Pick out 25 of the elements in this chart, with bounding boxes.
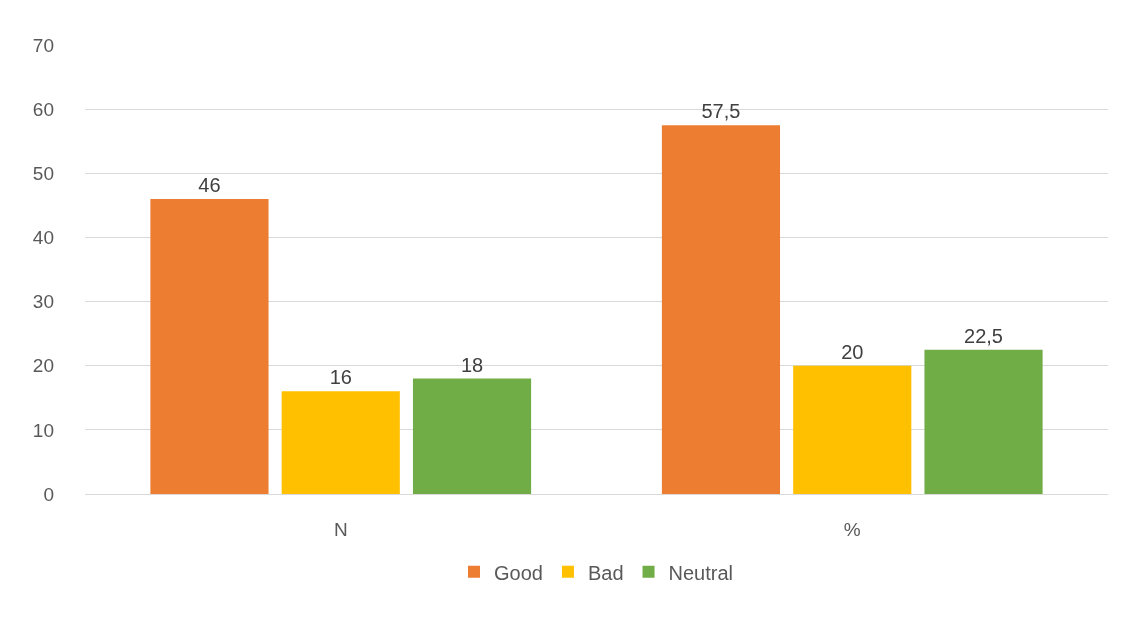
data-label: 16 bbox=[329, 366, 352, 389]
y-tick-label: 0 bbox=[43, 483, 54, 505]
data-label: 22,5 bbox=[964, 324, 1003, 347]
y-tick-label: 50 bbox=[32, 162, 54, 184]
data-label: 18 bbox=[460, 353, 484, 376]
y-tick-label: 20 bbox=[32, 355, 54, 377]
bar bbox=[281, 391, 400, 494]
bar bbox=[661, 125, 781, 494]
x-tick-label: N bbox=[333, 518, 348, 540]
data-label: 20 bbox=[841, 340, 864, 363]
legend-label: Good bbox=[494, 561, 543, 584]
legend-label: Bad bbox=[587, 561, 624, 584]
bar bbox=[793, 365, 912, 494]
y-tick-label: 60 bbox=[32, 98, 54, 120]
data-label: 46 bbox=[198, 173, 221, 196]
y-tick-label: 30 bbox=[32, 291, 54, 313]
x-tick-label: % bbox=[843, 518, 861, 540]
y-tick-label: 40 bbox=[32, 227, 54, 249]
legend-label: Neutral bbox=[668, 561, 734, 584]
bar bbox=[412, 378, 532, 494]
bar bbox=[150, 198, 269, 494]
bar bbox=[924, 349, 1043, 494]
data-label: 57,5 bbox=[701, 100, 741, 123]
y-tick-label: 70 bbox=[32, 34, 54, 56]
y-tick-label: 10 bbox=[32, 419, 54, 441]
